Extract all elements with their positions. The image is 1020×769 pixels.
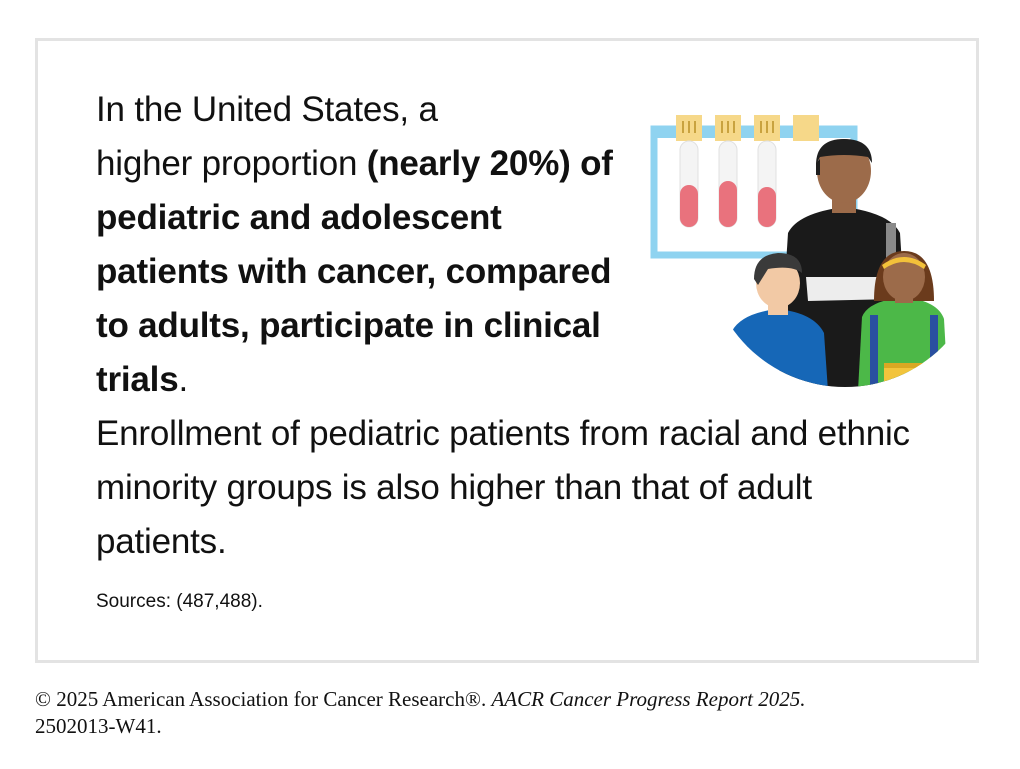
sources-note: Sources: (487,488). (96, 591, 263, 612)
lead-line-1: In the United States, a (96, 90, 438, 129)
lead-period: . (178, 360, 188, 399)
enrollment-statement: Enrollment of pediatric patients from ra… (96, 414, 910, 561)
report-title: AACR Cancer Progress Report 2025. (491, 687, 806, 711)
family-clinical-trial-illustration-icon (650, 115, 948, 387)
test-tube-rack-icon (650, 115, 858, 259)
figure-code: 2502013-W41. (35, 714, 162, 738)
lead-statement: In the United States, a higher proportio… (96, 83, 636, 407)
lead-line-2: higher proportion (96, 144, 367, 183)
infographic-card: In the United States, a higher proportio… (35, 38, 979, 663)
lead-highlight: 20%) of pediatric and adolescent patient… (96, 144, 613, 399)
lead-highlight-start: (nearly (366, 144, 481, 183)
copyright-footer: © 2025 American Association for Cancer R… (35, 686, 995, 740)
copyright-text: © 2025 American Association for Cancer R… (35, 687, 492, 711)
